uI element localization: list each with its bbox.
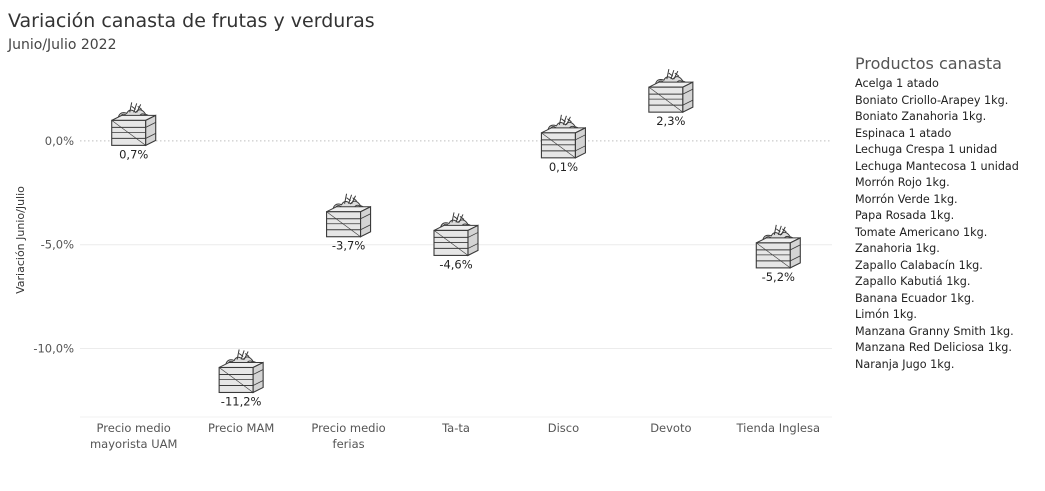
crate-of-produce-icon <box>648 68 694 113</box>
x-tick-label: Precio MAM <box>208 421 274 435</box>
chart-title: Variación canasta de frutas y verduras <box>8 10 375 32</box>
legend-item: Zapallo Kabutiá 1kg. <box>855 275 971 288</box>
legend-item: Espinaca 1 atado <box>855 126 952 140</box>
legend-item: Manzana Red Deliciosa 1kg. <box>855 341 1012 354</box>
data-label: 0,7% <box>119 147 148 161</box>
legend-item: Naranja Jugo 1kg. <box>855 357 955 371</box>
data-label: 0,1% <box>549 160 578 174</box>
x-tick-label: mayorista UAM <box>90 437 177 451</box>
legend-title: Productos canasta <box>855 54 1002 73</box>
legend-item: Zanahoria 1kg. <box>855 242 940 255</box>
legend-item: Morrón Verde 1kg. <box>855 192 958 206</box>
legend-item: Banana Ecuador 1kg. <box>855 291 975 305</box>
legend-item: Manzana Granny Smith 1kg. <box>855 324 1014 338</box>
data-label: -4,6% <box>439 257 472 271</box>
chart-subtitle: Junio/Julio 2022 <box>8 37 117 53</box>
x-tick-label: Disco <box>548 421 579 435</box>
legend-item: Tomate Americano 1kg. <box>855 225 988 239</box>
x-tick-label: Precio medio <box>97 421 171 435</box>
legend-list: Acelga 1 atado Boniato Criollo-Arapey 1kg… <box>855 76 1019 373</box>
legend-item: Boniato Zanahoria 1kg. <box>855 110 987 123</box>
legend-item: Acelga 1 atado <box>855 77 939 90</box>
legend: Productos canasta Acelga 1 atado Boniato … <box>855 54 1019 373</box>
data-label: 2,3% <box>656 114 685 128</box>
data-label: -3,7% <box>332 239 365 253</box>
crate-of-produce-icon <box>218 348 264 394</box>
y-tick-label: -10,0% <box>33 342 74 356</box>
legend-item: Morrón Rojo 1kg. <box>855 176 950 189</box>
x-tick-label: Precio medio <box>311 421 385 435</box>
crate-of-produce-icon <box>111 101 157 146</box>
crate-of-produce-icon <box>755 224 801 269</box>
legend-item: Papa Rosada 1kg. <box>855 209 955 222</box>
legend-item: Lechuga Mantecosa 1 unidad <box>855 159 1019 173</box>
crate-of-produce-icon <box>326 193 372 238</box>
y-tick-label: -5,0% <box>41 238 74 252</box>
legend-item: Limón 1kg. <box>855 308 917 321</box>
legend-item: Boniato Criollo-Arapey 1kg. <box>855 93 1009 107</box>
x-tick-label: Tienda Inglesa <box>736 421 821 435</box>
y-axis-title: Variación Junio/Julio <box>14 186 27 294</box>
x-tick-label: Devoto <box>650 421 691 435</box>
crate-of-produce-icon <box>433 211 479 256</box>
data-label: -5,2% <box>762 270 795 284</box>
y-tick-label: 0,0% <box>45 134 74 148</box>
legend-item: Lechuga Crespa 1 unidad <box>855 143 998 156</box>
chart-plot: 0,0% -5,0% -10,0% Variación Junio/Julio 0,7%… <box>14 68 832 451</box>
x-tick-label: ferias <box>333 437 365 451</box>
x-tick-label: Ta-ta <box>441 421 470 435</box>
legend-item: Zapallo Calabacín 1kg. <box>855 258 983 272</box>
data-label: -11,2% <box>221 394 262 408</box>
crate-of-produce-icon <box>540 114 586 159</box>
